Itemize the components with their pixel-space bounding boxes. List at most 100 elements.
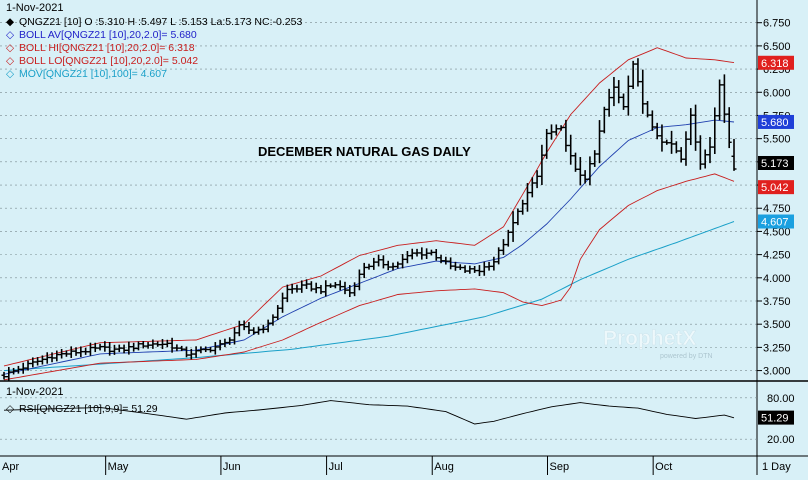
svg-text:6.318: 6.318 (761, 58, 789, 70)
ohlc-bar (438, 254, 444, 264)
svg-text:5.173: 5.173 (761, 158, 789, 170)
legend-mov-marker: ◇ (6, 68, 15, 80)
ohlc-bar (11, 367, 17, 375)
legend-boll-av-marker: ◇ (6, 29, 15, 41)
rsi-plot-area[interactable] (0, 397, 757, 440)
prophetx-watermark: ProphetX powered by DTN (603, 327, 713, 360)
ohlc-bar (721, 74, 727, 123)
rsi-line (3, 400, 735, 425)
ohlc-bar (179, 345, 185, 352)
ohlc-bar (558, 125, 564, 131)
ohlc-bar (688, 108, 694, 146)
price-tick-label: 3.000 (763, 366, 791, 378)
ohlc-bar (284, 284, 290, 303)
ohlc-bar (520, 199, 526, 215)
ohlc-bar (659, 124, 665, 152)
ohlc-bar (265, 319, 271, 333)
ohlc-bar (409, 248, 415, 260)
ohlc-bar (544, 128, 550, 159)
ohlc-bar (395, 261, 401, 269)
watermark-logo-text: ProphetX (603, 327, 696, 350)
ohlc-bar (25, 360, 31, 371)
value-tag-mov: 4.607 (758, 214, 794, 229)
ohlc-bar (121, 344, 127, 354)
time-tick-label: May (108, 461, 129, 473)
ohlc-bar (597, 120, 603, 164)
boll-hi-line (3, 47, 735, 367)
upper-date-label: 1-Nov-2021 (6, 2, 63, 14)
ohlc-bar (318, 284, 324, 295)
ohlc-bar (193, 346, 199, 358)
ohlc-bar (188, 348, 194, 360)
ohlc-bar (342, 281, 348, 295)
ohlc-bar (500, 239, 506, 255)
price-tick-label: 6.000 (763, 87, 791, 99)
ohlc-bar (726, 107, 732, 149)
ohlc-bar (308, 281, 314, 292)
ohlc-bar (135, 341, 141, 351)
ohlc-bar (246, 321, 252, 335)
value-tag-boll-av: 5.680 (758, 114, 794, 129)
value-tag-rsi: 51.29 (758, 410, 794, 425)
ohlc-bar (568, 134, 574, 165)
ohlc-bar (83, 347, 89, 355)
time-tick-label: Apr (2, 461, 19, 473)
ohlc-bar (356, 269, 362, 291)
legend-boll-hi: BOLL HI[QNGZ21 [10],20,2.0]= 6.318 (19, 42, 195, 54)
price-tick-label: 4.750 (763, 203, 791, 215)
price-tick-label: 4.500 (763, 226, 791, 238)
value-tag-boll-lo: 5.042 (758, 180, 794, 195)
ohlc-bar (693, 104, 699, 151)
ohlc-bar (251, 327, 257, 335)
ohlc-bar (169, 337, 175, 353)
value-tag-boll-hi: 6.318 (758, 55, 794, 70)
legend-boll-lo-marker: ◇ (6, 55, 15, 67)
ohlc-bar (577, 157, 583, 186)
ohlc-bar (184, 346, 189, 358)
ohlc-bar (457, 264, 463, 270)
price-plot-area[interactable] (1, 47, 737, 381)
ohlc-bar (198, 346, 204, 354)
ohlc-bar (87, 342, 93, 356)
ohlc-bar (515, 208, 521, 226)
ohlc-bar (299, 280, 305, 293)
ohlc-bar (150, 339, 156, 349)
value-tag-last: 5.173 (758, 155, 794, 170)
ohlc-bar (443, 256, 449, 265)
ohlc-bar (563, 119, 569, 152)
ohlc-bar (304, 279, 310, 289)
ohlc-bar (270, 314, 276, 326)
price-tick-label: 4.250 (763, 250, 791, 262)
legend-rsi: RSI[QNGZ21 [10],9,9]= 51.29 (19, 403, 158, 415)
ohlc-bar (582, 170, 588, 184)
ohlc-bar (592, 150, 598, 167)
ohlc-bar (549, 124, 554, 140)
ohlc-bar (111, 344, 117, 355)
ohlc-bar (155, 341, 161, 347)
rsi-tick-label: 80.00 (767, 393, 795, 405)
ohlc-bar (496, 247, 502, 265)
ohlc-bar (323, 280, 329, 297)
ohlc-bar (664, 139, 670, 145)
ohlc-bar (92, 342, 98, 353)
legend-rsi-marker: ◇ (6, 403, 15, 415)
ohlc-bar (294, 284, 300, 293)
ohlc-bar (385, 260, 391, 271)
ohlc-bar (68, 346, 74, 358)
ohlc-bar (539, 144, 545, 185)
ohlc-bar (49, 352, 55, 363)
ohlc-bar (140, 341, 146, 349)
ohlc-bar (510, 211, 516, 242)
interval-label[interactable]: 1 Day (762, 461, 791, 473)
ohlc-bar (145, 342, 151, 349)
svg-text:5.680: 5.680 (761, 117, 789, 129)
ohlc-bar (63, 350, 69, 357)
time-tick-label: Sep (550, 461, 570, 473)
time-scale[interactable]: Apr May Jun Jul Aug Sep Oct (2, 456, 672, 475)
ohlc-bar (683, 131, 689, 166)
ohlc-bar (15, 365, 21, 374)
ohlc-bar (505, 229, 511, 247)
legend-mov: MOV[QNGZ21 [10],100]= 4.607 (19, 68, 167, 80)
